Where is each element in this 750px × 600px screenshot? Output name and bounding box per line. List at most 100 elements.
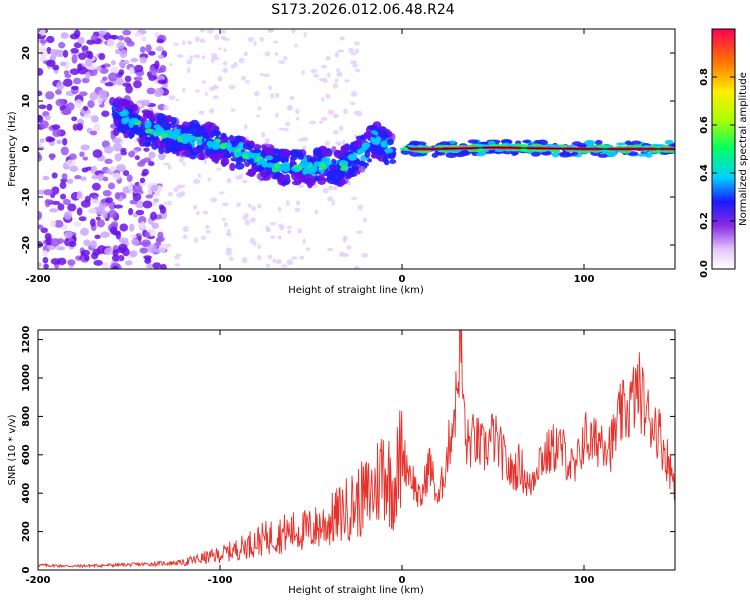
heatmap-cell bbox=[198, 110, 205, 116]
heatmap-cell bbox=[226, 178, 232, 184]
heatmap-cell bbox=[631, 140, 642, 145]
snr-series-line bbox=[38, 330, 675, 569]
heatmap-cell bbox=[342, 108, 348, 114]
heatmap-cell bbox=[237, 141, 245, 151]
heatmap-cell bbox=[195, 145, 204, 151]
heatmap-cell bbox=[332, 113, 339, 119]
heatmap-cell bbox=[341, 160, 349, 166]
heatmap-cell bbox=[159, 142, 167, 149]
heatmap-cell bbox=[321, 97, 325, 102]
heatmap-cell bbox=[208, 108, 215, 114]
heatmap-cell bbox=[155, 237, 162, 244]
heatmap-cell bbox=[354, 41, 360, 46]
heatmap-cell bbox=[128, 223, 135, 232]
heatmap-cell bbox=[594, 139, 603, 146]
heatmap-cell bbox=[38, 153, 43, 162]
heatmap-cell bbox=[141, 172, 148, 177]
heatmap-cell bbox=[168, 140, 177, 146]
heatmap-cell bbox=[118, 60, 127, 68]
heatmap-cell bbox=[648, 149, 662, 154]
heatmap-cell bbox=[104, 158, 113, 165]
heatmap-cell bbox=[120, 150, 128, 156]
bottom-x-tick-label: -200 bbox=[25, 575, 50, 586]
heatmap-cell bbox=[132, 192, 142, 202]
heatmap-cell bbox=[100, 231, 110, 239]
heatmap-cell bbox=[340, 145, 349, 154]
heatmap-cell bbox=[201, 55, 206, 60]
heatmap-cell bbox=[128, 121, 134, 129]
heatmap-cell bbox=[530, 150, 541, 157]
heatmap-cell bbox=[355, 68, 361, 73]
heatmap-cell bbox=[110, 59, 116, 66]
heatmap-cell bbox=[38, 146, 45, 151]
heatmap-cell bbox=[78, 52, 87, 60]
heatmap-cell bbox=[303, 31, 307, 38]
heatmap-cell bbox=[226, 228, 231, 235]
heatmap-cell bbox=[193, 204, 198, 210]
heatmap-cell bbox=[522, 139, 532, 144]
heatmap-cell bbox=[325, 93, 331, 99]
heatmap-cell bbox=[83, 239, 91, 247]
heatmap-cell bbox=[274, 52, 279, 56]
colorbar-tick-label: 0.8 bbox=[699, 68, 710, 86]
heatmap-cell bbox=[148, 151, 156, 159]
heatmap-cell bbox=[258, 159, 268, 166]
heatmap-cell bbox=[122, 82, 132, 87]
heatmap-cell bbox=[91, 182, 101, 191]
heatmap-cell bbox=[70, 47, 79, 54]
heatmap-cell bbox=[70, 85, 79, 90]
heatmap-cell bbox=[115, 164, 126, 173]
heatmap-cell bbox=[79, 91, 88, 97]
top-x-tick-label: -100 bbox=[207, 274, 232, 285]
heatmap-cell bbox=[125, 100, 135, 109]
heatmap-cell bbox=[128, 113, 134, 120]
heatmap-cell bbox=[102, 210, 108, 219]
heatmap-cell bbox=[282, 161, 291, 169]
heatmap-cell bbox=[375, 136, 382, 143]
heatmap-cell bbox=[571, 151, 579, 156]
top-x-axis-label: Height of straight line (km) bbox=[288, 285, 424, 296]
heatmap-cell bbox=[387, 152, 396, 160]
heatmap-cell bbox=[350, 51, 357, 56]
heatmap-cell bbox=[366, 125, 377, 130]
heatmap-cell bbox=[174, 142, 183, 151]
heatmap-cell bbox=[275, 259, 282, 265]
heatmap-cell bbox=[206, 29, 214, 34]
heatmap-cell bbox=[129, 250, 138, 258]
heatmap-cell bbox=[467, 139, 479, 144]
heatmap-cell bbox=[238, 173, 243, 180]
heatmap-cell bbox=[138, 126, 147, 132]
heatmap-cell bbox=[116, 124, 125, 133]
heatmap-cell bbox=[312, 147, 322, 156]
heatmap-cell bbox=[49, 153, 55, 161]
heatmap-cell bbox=[51, 172, 58, 179]
heatmap-cell bbox=[308, 178, 315, 184]
heatmap-cell bbox=[50, 49, 60, 55]
heatmap-cell bbox=[218, 47, 222, 51]
heatmap-cell bbox=[39, 120, 49, 129]
heatmap-cell bbox=[60, 178, 68, 183]
heatmap-cell bbox=[185, 138, 194, 143]
heatmap-cell bbox=[115, 77, 124, 86]
heatmap-cell bbox=[61, 173, 68, 180]
heatmap-cell bbox=[89, 130, 98, 136]
heatmap-cell bbox=[42, 175, 50, 181]
heatmap-cell bbox=[345, 172, 355, 178]
heatmap-cell bbox=[55, 98, 65, 107]
heatmap-cell bbox=[261, 132, 266, 138]
heatmap-cell bbox=[138, 215, 147, 225]
heatmap-cell bbox=[281, 180, 290, 186]
heatmap-cell bbox=[93, 259, 103, 266]
heatmap-cell bbox=[195, 36, 200, 42]
heatmap-cell bbox=[260, 150, 266, 158]
heatmap-cell bbox=[38, 115, 44, 123]
heatmap-cell bbox=[132, 184, 143, 193]
heatmap-cell bbox=[295, 200, 301, 206]
heatmap-cell bbox=[99, 67, 109, 74]
heatmap-cell bbox=[71, 54, 78, 64]
heatmap-cell bbox=[221, 202, 229, 207]
heatmap-cell bbox=[299, 255, 305, 260]
heatmap-cell bbox=[46, 59, 56, 67]
heatmap-cell bbox=[114, 153, 122, 162]
heatmap-cell bbox=[214, 138, 221, 143]
